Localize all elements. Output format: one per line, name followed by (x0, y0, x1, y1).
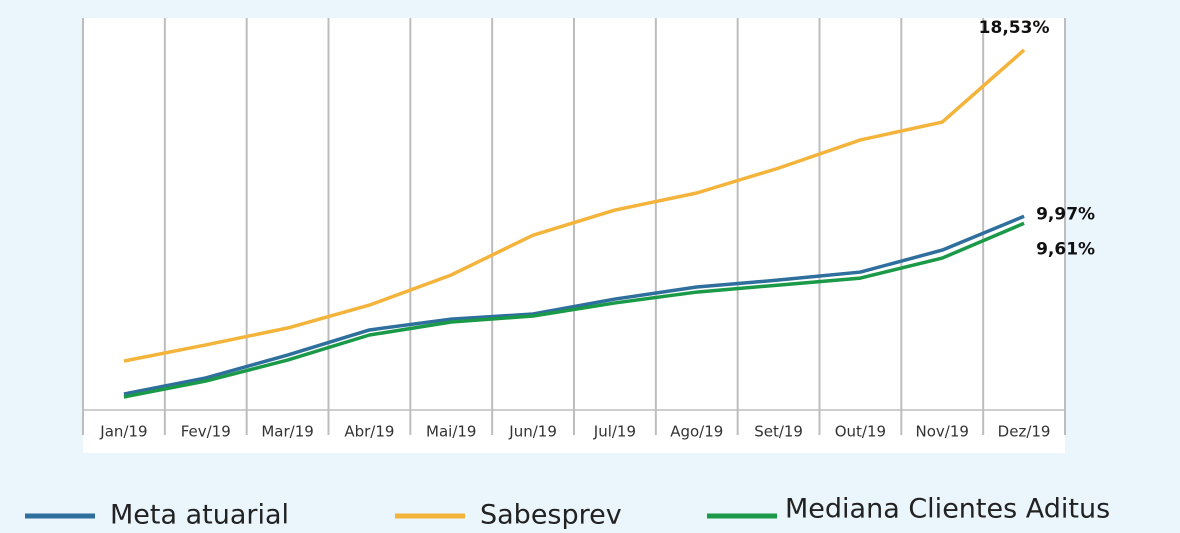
x-tick-label: Jul/19 (593, 423, 636, 441)
x-tick-label: Nov/19 (916, 423, 969, 441)
series-line (123, 214, 1025, 396)
x-tick-label: Abr/19 (344, 423, 394, 441)
legend-label: Sabesprev (480, 500, 622, 530)
x-tick-label: Jun/19 (508, 423, 557, 441)
legend-label: Mediana Clientes Aditus (785, 494, 1110, 525)
x-tick-label: Set/19 (754, 423, 803, 441)
x-tick-label: Mai/19 (426, 423, 476, 441)
data-label: 9,61% (1036, 239, 1095, 259)
legend-label: Meta atuarial (110, 500, 289, 530)
x-tick-label: Mar/19 (261, 423, 313, 441)
x-tick-label: Out/19 (835, 423, 886, 441)
x-tick-label: Jan/19 (99, 423, 147, 441)
series-line (123, 221, 1025, 399)
x-tick-label: Ago/19 (670, 423, 723, 441)
x-tick-label: Dez/19 (998, 423, 1051, 441)
data-label: 9,97% (1036, 204, 1095, 224)
data-label: 18,53% (979, 18, 1050, 38)
x-tick-label: Fev/19 (181, 423, 231, 441)
series-line (123, 48, 1026, 363)
